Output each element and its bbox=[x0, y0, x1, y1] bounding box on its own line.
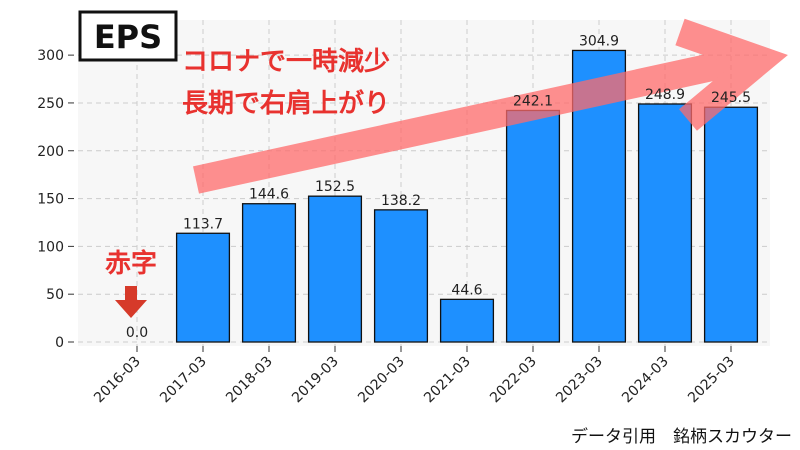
x-tick-label: 2018-03 bbox=[223, 354, 276, 407]
x-tick-label: 2020-03 bbox=[355, 354, 408, 407]
value-label: 245.5 bbox=[711, 90, 751, 106]
y-tick-label: 100 bbox=[37, 239, 64, 255]
arrow-head bbox=[675, 18, 788, 131]
value-label: 304.9 bbox=[579, 33, 619, 49]
source: データ引用 銘柄スカウター bbox=[571, 426, 792, 447]
x-tick-label: 2024-03 bbox=[619, 354, 672, 407]
x-tick-label: 2021-03 bbox=[421, 354, 474, 407]
value-label: 138.2 bbox=[381, 193, 421, 209]
title-box bbox=[78, 10, 178, 62]
bar bbox=[373, 209, 429, 343]
x-tick-label: 2023-03 bbox=[553, 354, 606, 407]
annotation: コロナで一時減少 bbox=[182, 47, 390, 77]
value-label: 0.0 bbox=[126, 325, 148, 341]
value-label: 113.7 bbox=[183, 216, 223, 232]
x-tick-label: 2017-03 bbox=[157, 354, 210, 407]
y-tick-label: 300 bbox=[37, 48, 64, 64]
value-label: 144.6 bbox=[249, 187, 289, 203]
value-label: 242.1 bbox=[513, 93, 553, 109]
bar bbox=[637, 103, 693, 343]
x-tick-label: 2022-03 bbox=[487, 354, 540, 407]
bar bbox=[439, 298, 495, 343]
arrow-shaft bbox=[193, 48, 738, 194]
bar bbox=[505, 109, 561, 343]
annotation: 赤字 bbox=[105, 248, 157, 279]
value-label: 44.6 bbox=[451, 282, 482, 298]
x-tick-label: 2016-03 bbox=[91, 354, 144, 407]
x-tick-label: 2025-03 bbox=[685, 354, 738, 407]
y-tick-label: 250 bbox=[37, 96, 64, 112]
value-label: 248.9 bbox=[645, 87, 685, 103]
x-tick-label: 2019-03 bbox=[289, 354, 342, 407]
down-arrow bbox=[115, 286, 147, 318]
bar bbox=[241, 203, 297, 343]
y-tick-label: 150 bbox=[37, 192, 64, 208]
y-tick-label: 50 bbox=[46, 287, 64, 303]
y-tick-label: 0 bbox=[55, 335, 64, 351]
bar bbox=[175, 232, 231, 343]
y-tick-label: 200 bbox=[37, 144, 64, 160]
annotation: 長期で右肩上がり bbox=[182, 88, 390, 119]
trend-arrow bbox=[193, 18, 788, 194]
value-label: 152.5 bbox=[315, 179, 355, 195]
bar bbox=[703, 106, 759, 343]
chart-title: EPS bbox=[94, 18, 162, 56]
bar bbox=[307, 195, 363, 343]
